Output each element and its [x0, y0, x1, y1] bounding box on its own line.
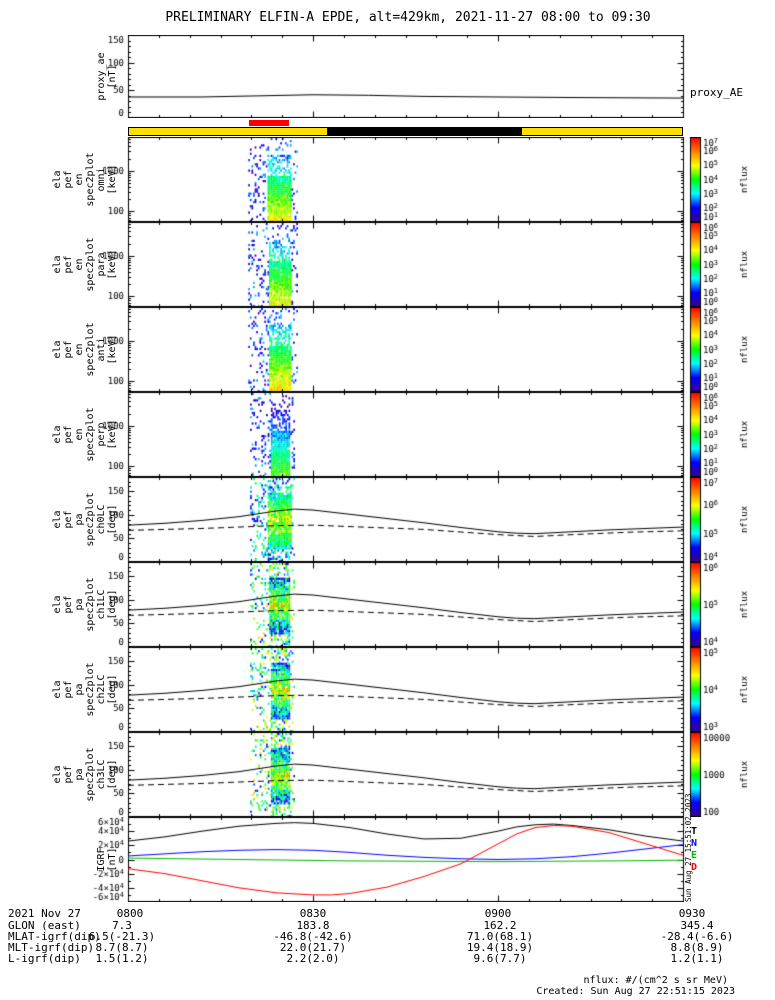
mlat-value-1: 6.5(-21.3) [88, 930, 156, 943]
created-timestamp: Created: Sun Aug 27 22:51:15 2023 [536, 986, 735, 997]
lshell-value-2: 2.2(2.0) [286, 952, 340, 965]
igrf-label-d: D [691, 862, 698, 873]
pitch-angle-ch1-canvas [0, 562, 775, 647]
science-zone-marker [248, 120, 289, 126]
lshell-value-1: 1.5(1.2) [95, 952, 149, 965]
panel-pitch-angle-ch0: ela pef pa spec2plot ch0LC [deg] [0, 477, 775, 562]
panel-energy-spec-omni: ela pef en spec2plot omni [keV] [0, 137, 775, 222]
glon-value-4: 345.4 [680, 919, 714, 932]
mlat-value-4: -28.4(-6.6) [660, 930, 734, 943]
mlat-value-2: -46.8(-42.6) [273, 930, 353, 943]
p-igrf-ylabel: IGRF [nT] [96, 847, 118, 872]
mlt-value-2: 22.0(21.7) [279, 941, 347, 954]
energy-spec-omni-canvas [0, 137, 775, 222]
x-tick-label-0830: 0830 [299, 907, 327, 920]
p-pa3-ylabel: ela pef pa spec2plot ch3LC [deg] [52, 747, 118, 802]
glon-value-2: 183.8 [296, 919, 330, 932]
lshell-value-4: 1.2(1.1) [670, 952, 724, 965]
p-pa2-ylabel: ela pef pa spec2plot ch2LC [deg] [52, 662, 118, 717]
panel-energy-spec-perp: ela pef en spec2plot perp [keV] [0, 392, 775, 477]
p-spec2-ylabel: ela pef en spec2plot anti [keV] [52, 322, 118, 377]
p-spec3-ylabel: ela pef en spec2plot perp [keV] [52, 407, 118, 462]
p-pa1-ylabel: ela pef pa spec2plot ch1LC [deg] [52, 577, 118, 632]
energy-spec-perp-canvas [0, 392, 775, 477]
glon-value-3: 162.2 [483, 919, 517, 932]
p-spec0-ylabel: ela pef en spec2plot omni [keV] [52, 152, 118, 207]
mlat-value-3: 71.0(68.1) [466, 930, 534, 943]
row-label-mlt: MLT-igrf(dip) [8, 941, 95, 954]
pitch-angle-ch3-canvas [0, 732, 775, 817]
date-label: 2021 Nov 27 [8, 907, 81, 920]
side-creation-timestamp: Sun Aug 27 15:51:02 2023 [684, 793, 693, 902]
p-proxy-ylabel: proxy_ae [nT] [96, 52, 118, 101]
mlt-value-3: 19.4(18.9) [466, 941, 534, 954]
proxy-ae-right-label: proxy_AE [690, 86, 743, 99]
panel-pitch-angle-ch2: ela pef pa spec2plot ch2LC [deg] [0, 647, 775, 732]
science-zone-bar-night-segment [327, 128, 523, 135]
x-tick-label-0900: 0900 [484, 907, 512, 920]
igrf-label-e: E [691, 850, 698, 861]
lshell-value-3: 9.6(7.7) [473, 952, 527, 965]
row-label-glon: GLON (east) [8, 919, 81, 932]
p-pa0-ylabel: ela pef pa spec2plot ch0LC [deg] [52, 492, 118, 547]
glon-value-1: 7.3 [112, 919, 132, 932]
energy-spec-para-canvas [0, 222, 775, 307]
igrf-label-t: T [691, 826, 698, 837]
panel-igrf: IGRF [nT] [0, 817, 775, 902]
row-label-lshell: L-igrf(dip) [8, 952, 81, 965]
igrf-plot-canvas [0, 817, 775, 902]
flux-units-note: nflux: #/(cm^2 s sr MeV) [583, 975, 729, 986]
panel-energy-spec-para: ela pef en spec2plot para [keV] [0, 222, 775, 307]
panel-energy-spec-anti: ela pef en spec2plot anti [keV] [0, 307, 775, 392]
panel-pitch-angle-ch3: ela pef pa spec2plot ch3LC [deg] [0, 732, 775, 817]
row-label-mlat: MLAT-igrf(dip) [8, 930, 101, 943]
proxy-ae-plot-canvas [0, 35, 775, 118]
plot-title: PRELIMINARY ELFIN-A EPDE, alt=429km, 202… [165, 10, 651, 25]
x-tick-label-0930: 0930 [678, 907, 706, 920]
mlt-value-1: 8.7(8.7) [95, 941, 149, 954]
pitch-angle-ch0-canvas [0, 477, 775, 562]
mlt-value-4: 8.8(8.9) [670, 941, 724, 954]
panel-pitch-angle-ch1: ela pef pa spec2plot ch1LC [deg] [0, 562, 775, 647]
x-tick-label-0800: 0800 [116, 907, 144, 920]
igrf-label-n: N [691, 838, 698, 849]
energy-spec-anti-canvas [0, 307, 775, 392]
p-spec1-ylabel: ela pef en spec2plot para [keV] [52, 237, 118, 292]
pitch-angle-ch2-canvas [0, 647, 775, 732]
panel-proxy-ae: proxy_ae [nT] [0, 35, 775, 118]
